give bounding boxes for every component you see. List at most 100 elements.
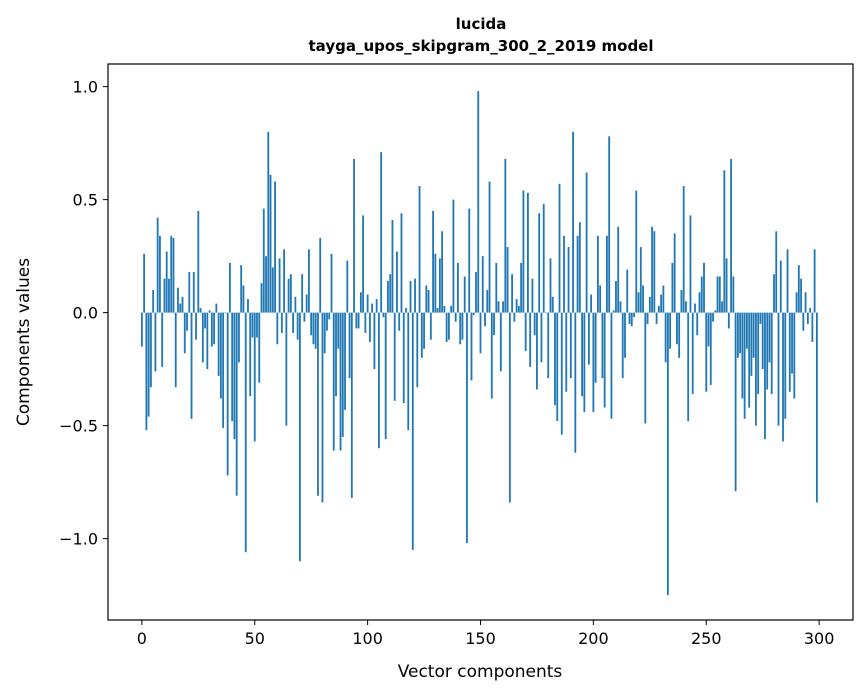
bar-279 (770, 312, 773, 394)
bar-161 (504, 158, 507, 313)
bar-230 (660, 294, 663, 313)
bar-254 (714, 310, 717, 313)
bar-211 (617, 226, 620, 313)
bar-242 (687, 312, 690, 422)
bar-68 (294, 296, 297, 313)
bar-22 (190, 312, 193, 419)
bar-288 (791, 312, 793, 374)
bar-109 (387, 280, 389, 313)
bar-137 (450, 305, 453, 313)
bar-206 (606, 235, 608, 313)
bar-series (140, 91, 818, 596)
bar-184 (556, 312, 559, 422)
bar-214 (624, 312, 626, 358)
bar-108 (384, 312, 387, 440)
bar-128 (429, 312, 432, 340)
bar-174 (533, 312, 536, 336)
bar-46 (244, 312, 247, 553)
bar-80 (321, 312, 324, 503)
bar-282 (777, 312, 780, 426)
bar-121 (414, 278, 416, 313)
bar-145 (468, 208, 471, 313)
bar-77 (314, 312, 317, 349)
bar-139 (454, 312, 457, 322)
bar-135 (445, 312, 448, 342)
bar-7 (156, 217, 159, 313)
bar-70 (298, 312, 301, 562)
bar-165 (513, 312, 516, 322)
bar-290 (795, 292, 798, 313)
bar-250 (705, 312, 708, 392)
bar-25 (197, 210, 200, 313)
bar-283 (779, 260, 782, 313)
bar-67 (292, 312, 295, 333)
bar-263 (734, 312, 737, 492)
bar-56 (267, 131, 270, 313)
bar-275 (761, 312, 764, 370)
bar-245 (694, 303, 696, 313)
bar-26 (199, 308, 202, 313)
bar-240 (682, 186, 685, 313)
bar-53 (260, 283, 263, 313)
bar-133 (441, 231, 444, 313)
bar-221 (639, 247, 642, 313)
bar-188 (565, 312, 568, 392)
bar-208 (610, 312, 613, 419)
bar-227 (653, 231, 656, 313)
bar-78 (317, 312, 319, 496)
bar-276 (764, 312, 766, 440)
bar-272 (755, 312, 757, 426)
x-tick-label-2: 100 (352, 629, 383, 648)
bar-222 (642, 285, 644, 313)
bar-61 (278, 258, 281, 313)
y-tick-label-1: 0.5 (73, 191, 98, 210)
bar-117 (405, 308, 407, 313)
bar-269 (748, 312, 751, 408)
x-tick-label-4: 200 (578, 629, 609, 648)
bar-2 (145, 312, 148, 431)
bar-278 (768, 312, 771, 363)
bar-163 (508, 312, 511, 503)
bar-175 (536, 312, 538, 390)
bar-41 (233, 312, 236, 440)
bar-100 (366, 294, 369, 313)
bar-45 (242, 285, 245, 313)
bar-294 (804, 292, 807, 313)
bar-92 (348, 312, 351, 379)
bar-194 (578, 222, 581, 313)
bar-29 (206, 312, 209, 370)
bar-273 (757, 312, 760, 394)
y-tick-label-2: 0.0 (73, 304, 98, 323)
bar-244 (691, 312, 694, 394)
bar-115 (400, 213, 403, 313)
bar-251 (707, 312, 710, 347)
bar-54 (262, 208, 265, 313)
bar-183 (554, 312, 556, 406)
bar-170 (524, 312, 527, 352)
bar-259 (725, 258, 728, 313)
bar-247 (698, 292, 701, 313)
bar-98 (362, 215, 365, 313)
bar-291 (797, 265, 800, 313)
bar-147 (472, 312, 475, 315)
bar-124 (420, 312, 423, 358)
bar-198 (587, 312, 590, 365)
bar-20 (186, 312, 188, 331)
bar-153 (486, 290, 489, 313)
bar-236 (673, 233, 676, 313)
bar-268 (745, 312, 748, 349)
bar-195 (581, 312, 583, 397)
bar-149 (477, 91, 480, 313)
bar-110 (389, 274, 392, 313)
bar-10 (163, 278, 166, 313)
bar-87 (337, 312, 340, 349)
bar-5 (152, 290, 155, 313)
bar-129 (432, 210, 434, 313)
bar-140 (457, 262, 459, 313)
bar-79 (319, 238, 322, 313)
bar-34 (217, 312, 220, 376)
bar-21 (188, 271, 191, 313)
bar-277 (766, 312, 769, 390)
bar-12 (168, 278, 170, 313)
